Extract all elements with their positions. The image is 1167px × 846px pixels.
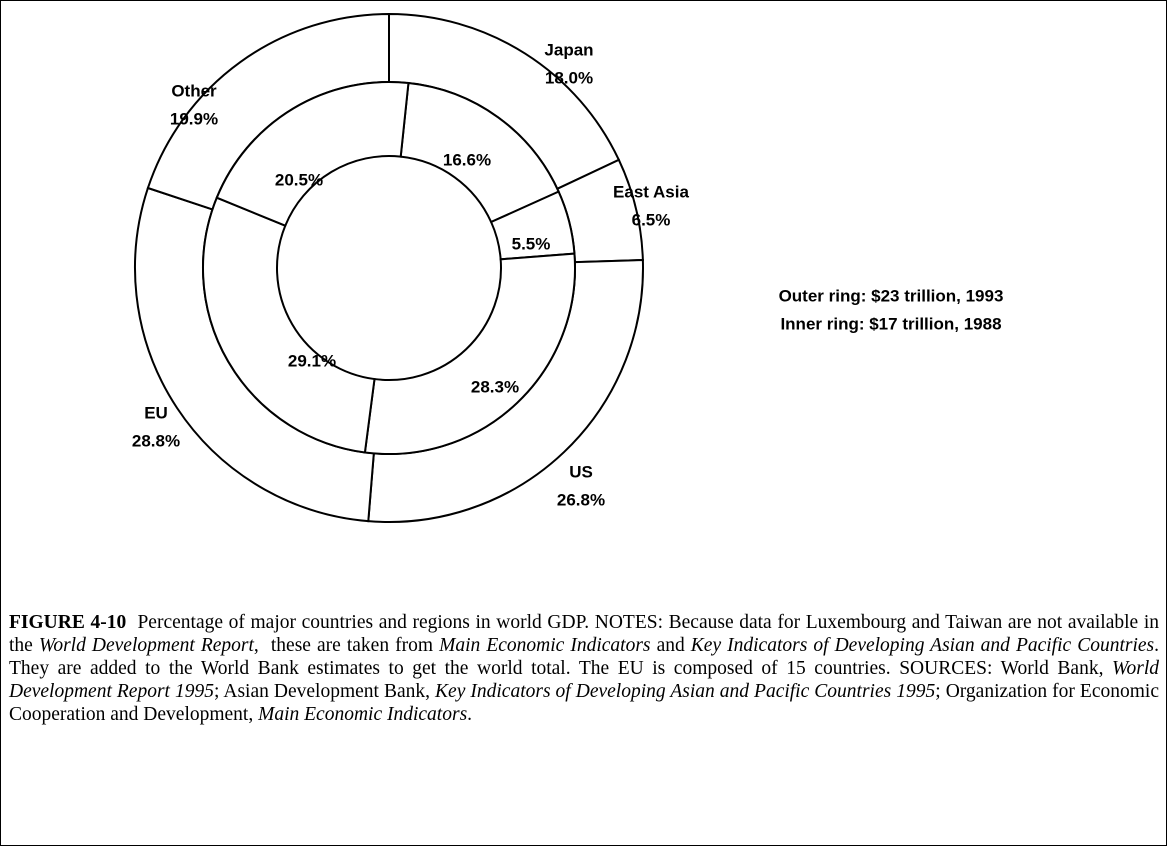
value-label: 20.5%	[275, 170, 323, 189]
caption-run: ; Organization for Economic Cooperation …	[9, 681, 1164, 725]
value-label: 5.5%	[512, 234, 551, 253]
caption-run: Key Indicators of Developing Asian and P…	[435, 681, 936, 702]
value-label: 6.5%	[632, 210, 671, 229]
value-label: 16.6%	[443, 150, 491, 169]
ring-segment	[363, 252, 576, 455]
value-label: 28.8%	[132, 431, 180, 450]
caption-run: and	[650, 635, 691, 656]
value-label: 29.1%	[288, 351, 336, 370]
category-label: Other	[171, 81, 217, 100]
caption-run: FIGURE 4-10	[9, 612, 127, 633]
ring-segment	[215, 81, 410, 227]
value-label: 18.0%	[545, 68, 593, 87]
legend-entry: Outer ring: $23 trillion, 1993	[779, 286, 1004, 305]
value-label: 19.9%	[170, 109, 218, 128]
category-label: EU	[144, 403, 168, 422]
caption-run: Main Economic Indicators	[439, 635, 651, 656]
value-label: 28.3%	[471, 377, 519, 396]
legend-entry: Inner ring: $17 trillion, 1988	[780, 314, 1001, 333]
category-label: East Asia	[613, 182, 689, 201]
value-label: 26.8%	[557, 490, 605, 509]
caption-run: World Development Report	[38, 635, 254, 656]
chart: Japan 18.0% East Asia 6.5% US 26.8% EU 28.8% Oth…	[132, 12, 1004, 523]
caption-run: Percentage of major countries and region…	[9, 612, 1164, 656]
caption-run: Main Economic Indicators	[258, 704, 468, 725]
caption-run: Key Indicators of Developing Asian and P…	[690, 635, 1155, 656]
caption-run: . They are added to the World Bank estim…	[9, 635, 1164, 679]
ring-segment	[202, 196, 376, 454]
category-label: Japan	[544, 40, 593, 59]
caption-run: , these are taken from	[253, 635, 440, 656]
caption: FIGURE 4-10 Percentage of major countrie…	[9, 611, 1159, 726]
category-label: US	[569, 462, 593, 481]
caption-run: World Development Report 1995	[9, 658, 1164, 702]
caption-run: .	[467, 704, 473, 725]
caption-run: ; Asian Development Bank,	[214, 681, 436, 702]
